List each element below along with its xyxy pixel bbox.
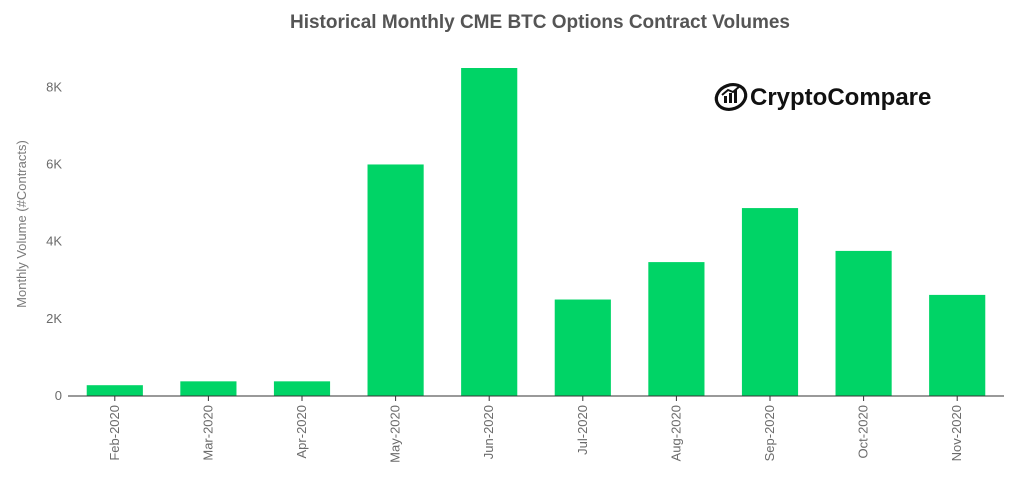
bar-aug-2020 [648, 262, 705, 396]
bar-nov-2020 [929, 294, 986, 396]
bar-may-2020 [367, 164, 424, 396]
bar-sep-2020 [741, 208, 799, 396]
x-tick-label: Jun-2020 [481, 405, 496, 459]
y-axis-label: Monthly Volume (#Contracts) [14, 140, 29, 308]
chart-title: Historical Monthly CME BTC Options Contr… [290, 12, 790, 33]
x-tick-label: Nov-2020 [949, 405, 964, 461]
bar-jun-2020 [461, 68, 518, 396]
bar-feb-2020 [86, 385, 143, 396]
logo-text: CryptoCompare [750, 84, 931, 111]
bar-apr-2020 [273, 381, 331, 396]
x-tick-label: Sep-2020 [762, 405, 777, 461]
y-tick-label: 4K [46, 234, 62, 249]
bar-jul-2020 [554, 299, 611, 396]
x-tick-label: Aug-2020 [668, 405, 683, 461]
y-tick-label: 2K [46, 311, 62, 326]
bar-mar-2020 [180, 381, 237, 396]
y-tick-label: 8K [46, 79, 62, 94]
bar-oct-2020 [835, 250, 892, 396]
x-tick-label: Feb-2020 [107, 405, 122, 461]
bars [86, 68, 986, 396]
x-tick-label: May-2020 [388, 405, 403, 463]
y-tick-label: 0 [55, 388, 62, 403]
x-tick-label: Oct-2020 [856, 405, 871, 458]
x-tick-label: Jul-2020 [575, 405, 590, 455]
y-tick-label: 6K [46, 156, 62, 171]
cryptocompare-logo-icon [714, 83, 748, 111]
cryptocompare-logo: CryptoCompare [714, 83, 931, 111]
y-axis-ticks: 0 2K 4K 6K 8K [46, 79, 62, 403]
x-tick-label: Mar-2020 [200, 405, 215, 461]
x-tick-label: Apr-2020 [294, 405, 309, 458]
x-axis-ticks: Feb-2020 Mar-2020 Apr-2020 May-2020 Jun-2020… [107, 396, 964, 463]
